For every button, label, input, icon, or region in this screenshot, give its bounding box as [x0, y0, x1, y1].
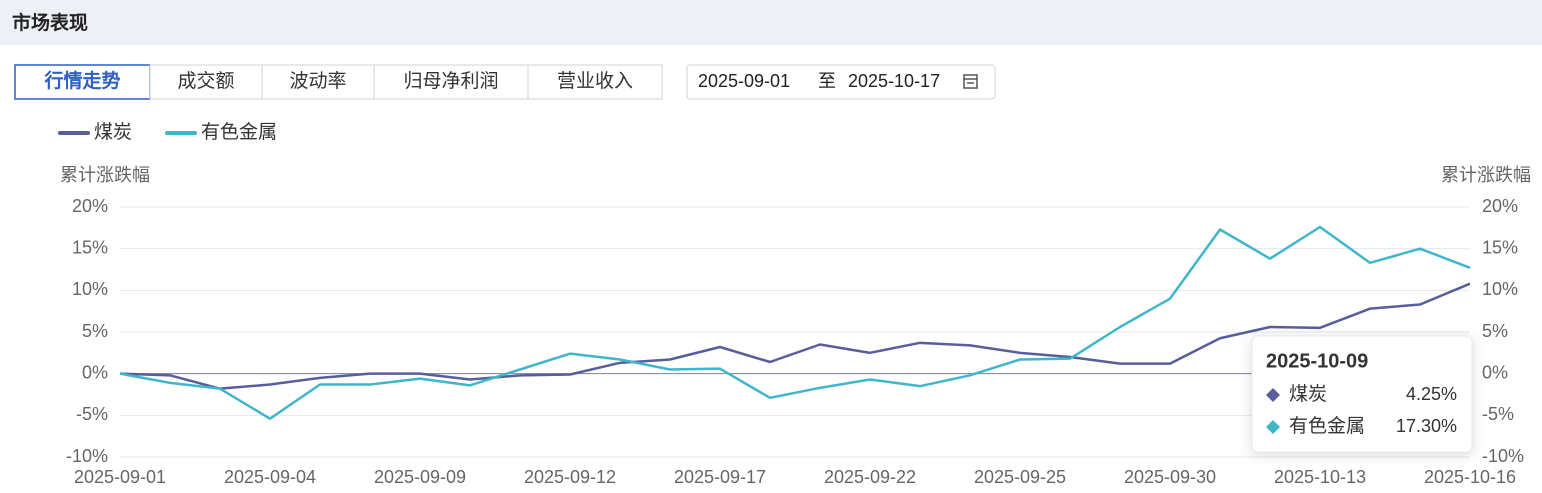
- x-tick-label: 2025-09-09: [374, 467, 466, 487]
- series-line: [119, 225, 1471, 420]
- y2-tick-label: -5%: [1482, 404, 1514, 424]
- date-start[interactable]: 2025-09-01: [698, 71, 790, 91]
- y2-tick-label: 5%: [1482, 321, 1508, 341]
- y-tick-label: 15%: [72, 237, 108, 257]
- date-range-box[interactable]: [686, 64, 996, 100]
- header-bar: [0, 0, 1542, 45]
- calendar-icon[interactable]: [963, 74, 978, 89]
- date-separator: 至: [818, 71, 836, 91]
- tooltip-box: [1251, 335, 1473, 453]
- x-tick-label: 2025-09-17: [674, 467, 766, 487]
- y-tick-label: -10%: [66, 446, 108, 466]
- x-tick-label: 2025-09-25: [974, 467, 1066, 487]
- y-tick-label: 5%: [82, 321, 108, 341]
- tooltip-value: 17.30%: [1396, 416, 1457, 436]
- x-tick-label: 2025-10-13: [1274, 467, 1366, 487]
- tab[interactable]: [527, 64, 663, 100]
- y2-tick-label: -10%: [1482, 446, 1524, 466]
- tooltip-date: 2025-10-09: [1266, 350, 1368, 372]
- x-tick-label: 2025-10-16: [1424, 467, 1516, 487]
- tooltip-series-name: 煤炭: [1289, 383, 1327, 405]
- y-tick-label: 10%: [72, 279, 108, 299]
- y-tick-label: 20%: [72, 196, 108, 216]
- tab-label[interactable]: 营业收入: [557, 70, 633, 92]
- legend-label[interactable]: 煤炭: [94, 121, 132, 143]
- tooltip-value: 4.25%: [1406, 384, 1457, 404]
- x-tick-label: 2025-09-01: [74, 467, 166, 487]
- x-tick-label: 2025-09-30: [1124, 467, 1216, 487]
- tab[interactable]: [149, 64, 263, 100]
- x-tick-label: 2025-09-04: [224, 467, 316, 487]
- y2-tick-label: 10%: [1482, 279, 1518, 299]
- tab[interactable]: [14, 64, 151, 100]
- tab-label[interactable]: 成交额: [177, 70, 234, 92]
- y2-tick-label: 15%: [1482, 237, 1518, 257]
- header-title: 市场表现: [12, 11, 88, 34]
- tab-label[interactable]: 归母净利润: [403, 70, 498, 92]
- tab[interactable]: [261, 64, 375, 100]
- tab-label[interactable]: 行情走势: [43, 69, 120, 92]
- y2-tick-label: 0%: [1482, 362, 1508, 382]
- tab-label[interactable]: 波动率: [289, 70, 346, 92]
- tooltip-series-name: 有色金属: [1289, 415, 1365, 437]
- y-axis-title: 累计涨跌幅: [60, 165, 150, 185]
- legend-label[interactable]: 有色金属: [201, 121, 277, 143]
- date-end[interactable]: 2025-10-17: [848, 71, 940, 91]
- x-tick-label: 2025-09-12: [524, 467, 616, 487]
- x-tick-label: 2025-09-22: [824, 467, 916, 487]
- y-tick-label: -5%: [76, 404, 108, 424]
- tooltip-marker: [1266, 420, 1280, 434]
- y2-axis-title: 累计涨跌幅: [1441, 165, 1531, 185]
- y2-tick-label: 20%: [1482, 196, 1518, 216]
- series-line: [119, 282, 1471, 390]
- y-tick-label: 0%: [82, 362, 108, 382]
- tooltip-marker: [1266, 388, 1280, 402]
